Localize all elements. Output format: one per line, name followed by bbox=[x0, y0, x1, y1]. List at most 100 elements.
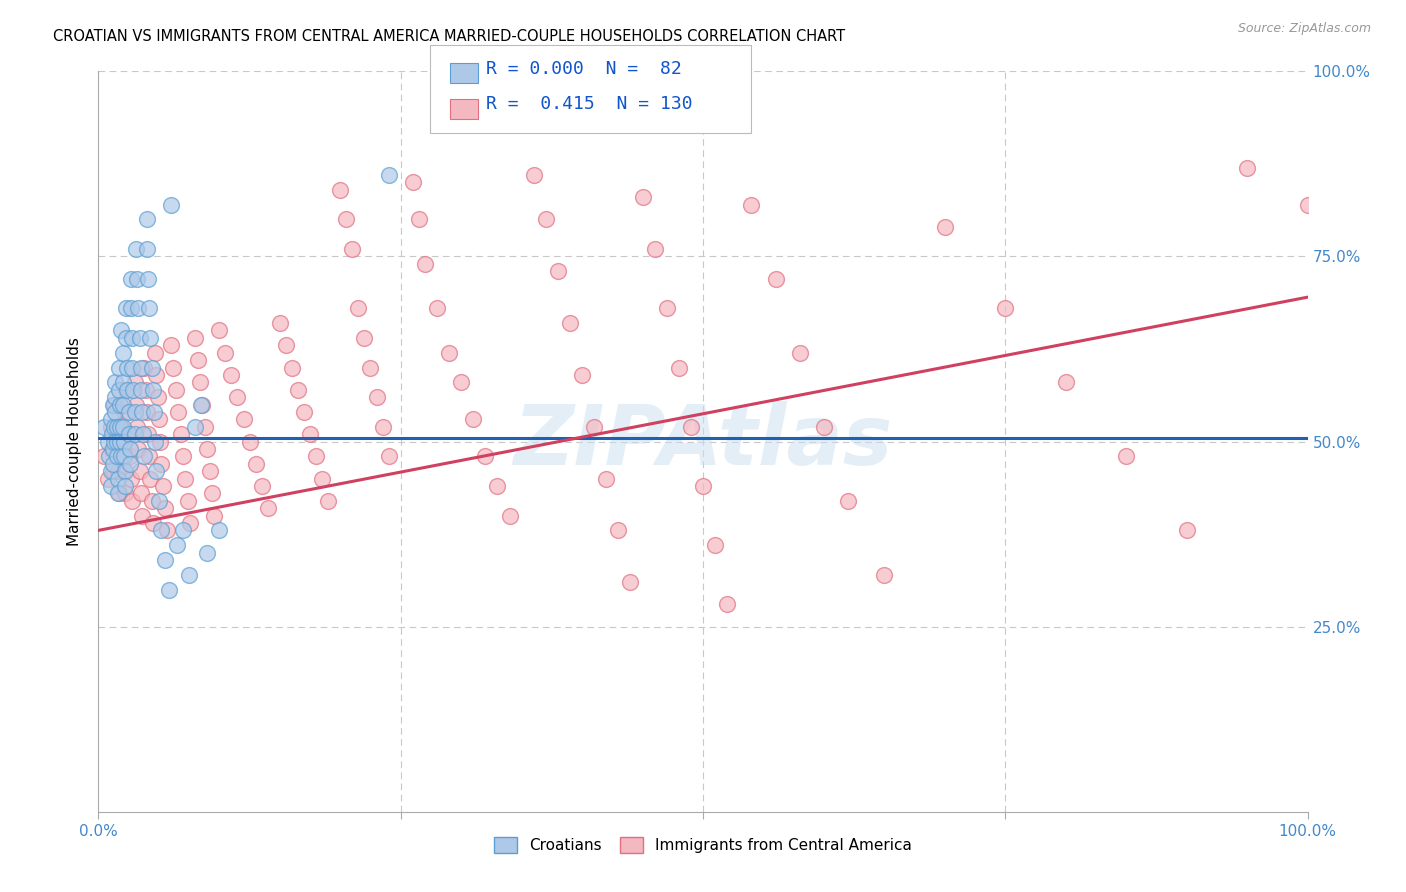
Point bbox=[101, 442, 124, 456]
Point bbox=[221, 368, 243, 382]
Point bbox=[145, 464, 167, 478]
Point bbox=[138, 450, 160, 464]
Point bbox=[245, 457, 267, 471]
Point bbox=[121, 493, 143, 508]
Point bbox=[134, 360, 156, 375]
Point bbox=[765, 271, 787, 285]
Point bbox=[115, 383, 138, 397]
Point bbox=[644, 242, 666, 256]
Point bbox=[153, 553, 176, 567]
Point bbox=[1175, 524, 1198, 538]
Point bbox=[692, 479, 714, 493]
Point bbox=[198, 464, 221, 478]
Point bbox=[125, 398, 148, 412]
Text: ZIPAtlas: ZIPAtlas bbox=[513, 401, 893, 482]
Point bbox=[105, 419, 128, 434]
Point bbox=[179, 567, 201, 582]
Point bbox=[100, 419, 122, 434]
Point bbox=[150, 457, 173, 471]
Point bbox=[136, 271, 159, 285]
Point bbox=[347, 301, 370, 316]
Text: Source: ZipAtlas.com: Source: ZipAtlas.com bbox=[1237, 22, 1371, 36]
Point bbox=[114, 479, 136, 493]
Point bbox=[194, 419, 217, 434]
Point bbox=[98, 450, 121, 464]
Point bbox=[107, 464, 129, 478]
Point bbox=[342, 242, 364, 256]
Point bbox=[177, 493, 200, 508]
Point bbox=[408, 212, 430, 227]
Point bbox=[716, 598, 738, 612]
Point bbox=[101, 398, 124, 412]
Point bbox=[117, 383, 139, 397]
Legend: Croatians, Immigrants from Central America: Croatians, Immigrants from Central Ameri… bbox=[488, 830, 918, 860]
Point bbox=[184, 331, 207, 345]
Point bbox=[413, 257, 436, 271]
Point bbox=[437, 345, 460, 359]
Point bbox=[1115, 450, 1137, 464]
Point bbox=[152, 479, 174, 493]
Point bbox=[129, 360, 152, 375]
Text: R =  0.415  N = 130: R = 0.415 N = 130 bbox=[486, 95, 693, 113]
Point bbox=[141, 360, 163, 375]
Point bbox=[789, 345, 811, 359]
Point bbox=[157, 582, 180, 597]
Point bbox=[128, 464, 150, 478]
Point bbox=[316, 493, 339, 508]
Point bbox=[131, 405, 153, 419]
Point bbox=[143, 345, 166, 359]
Point bbox=[299, 427, 322, 442]
Point bbox=[108, 419, 131, 434]
Point bbox=[129, 486, 152, 500]
Point bbox=[450, 376, 472, 390]
Point bbox=[377, 168, 399, 182]
Point bbox=[103, 398, 125, 412]
Point bbox=[281, 360, 304, 375]
Point bbox=[117, 360, 139, 375]
Point bbox=[837, 493, 859, 508]
Point bbox=[187, 353, 209, 368]
Point bbox=[679, 419, 702, 434]
Point bbox=[111, 376, 134, 390]
Point bbox=[148, 493, 170, 508]
Text: R = 0.000  N =  82: R = 0.000 N = 82 bbox=[486, 60, 682, 78]
Point bbox=[118, 427, 141, 442]
Point bbox=[139, 331, 162, 345]
Point bbox=[153, 501, 176, 516]
Point bbox=[117, 405, 139, 419]
Point bbox=[138, 301, 160, 316]
Point bbox=[120, 301, 142, 316]
Point bbox=[208, 324, 231, 338]
Point bbox=[104, 419, 127, 434]
Point bbox=[269, 316, 291, 330]
Point bbox=[108, 486, 131, 500]
Point bbox=[214, 345, 236, 359]
Point bbox=[934, 219, 956, 234]
Point bbox=[118, 427, 141, 442]
Point bbox=[103, 434, 125, 449]
Point bbox=[287, 383, 309, 397]
Point bbox=[172, 524, 194, 538]
Point bbox=[305, 450, 328, 464]
Point bbox=[143, 405, 166, 419]
Point bbox=[135, 383, 157, 397]
Point bbox=[619, 575, 641, 590]
Point bbox=[128, 331, 150, 345]
Point bbox=[103, 419, 125, 434]
Point bbox=[498, 508, 520, 523]
Point bbox=[121, 360, 143, 375]
Point bbox=[124, 427, 146, 442]
Point bbox=[120, 471, 142, 485]
Point bbox=[125, 242, 148, 256]
Point bbox=[104, 376, 127, 390]
Point bbox=[114, 464, 136, 478]
Point bbox=[131, 508, 153, 523]
Point bbox=[360, 360, 382, 375]
Point bbox=[118, 442, 141, 456]
Point bbox=[127, 419, 149, 434]
Text: CROATIAN VS IMMIGRANTS FROM CENTRAL AMERICA MARRIED-COUPLE HOUSEHOLDS CORRELATIO: CROATIAN VS IMMIGRANTS FROM CENTRAL AMER… bbox=[53, 29, 845, 44]
Point bbox=[607, 524, 630, 538]
Point bbox=[107, 486, 129, 500]
Point bbox=[107, 471, 129, 485]
Point bbox=[121, 331, 143, 345]
